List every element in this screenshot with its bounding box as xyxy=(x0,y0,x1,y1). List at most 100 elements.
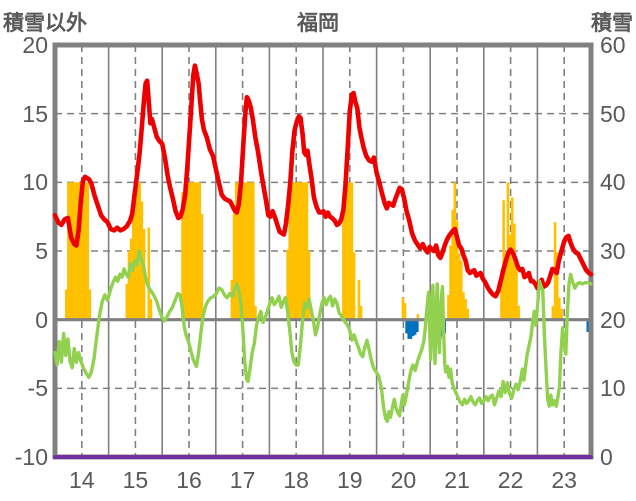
left-axis-tick: -10 xyxy=(14,444,48,470)
sunshine-bar xyxy=(560,308,563,320)
sunshine-bar xyxy=(294,182,298,320)
sunshine-bar xyxy=(451,209,455,320)
temperature-line xyxy=(52,63,594,299)
sunshine-bar xyxy=(241,182,244,320)
sunshine-bar xyxy=(510,197,514,320)
sunshine-bar xyxy=(181,191,184,320)
left-axis-tick: -5 xyxy=(27,375,48,402)
sunshine-bar xyxy=(301,182,304,320)
sunshine-bar xyxy=(79,182,83,320)
right-axis-tick: 50 xyxy=(600,100,626,127)
sunshine-bar xyxy=(245,182,249,320)
sunshine-bar xyxy=(71,182,74,320)
sunshine-bar xyxy=(449,245,452,320)
x-axis-tick: 21 xyxy=(444,467,470,493)
right-axis-tick: 20 xyxy=(600,306,626,333)
x-axis-tick: 15 xyxy=(122,467,149,493)
sunshine-bar xyxy=(508,234,512,320)
sunshine-bar xyxy=(185,182,189,320)
sunshine-bar xyxy=(84,182,87,320)
precip-bar xyxy=(407,319,411,339)
right-axis-title: 積雪 xyxy=(591,12,633,35)
sunshine-bar xyxy=(305,182,309,320)
sunshine-bar xyxy=(64,289,68,320)
x-axis-tick: 19 xyxy=(337,467,363,493)
sunshine-bar xyxy=(447,294,450,320)
sunshine-bar xyxy=(254,305,257,320)
sunshine-bar xyxy=(403,303,407,320)
sunshine-bar xyxy=(515,260,518,320)
x-axis-tick: 17 xyxy=(229,467,256,493)
precip-bar xyxy=(411,319,415,337)
sunshine-bar xyxy=(194,182,197,320)
sunshine-bar xyxy=(75,182,79,320)
sunshine-bar xyxy=(453,182,457,320)
left-axis-tick: 0 xyxy=(35,306,48,333)
sunshine-bar xyxy=(149,299,153,320)
sunshine-bar xyxy=(502,200,505,320)
sunshine-bar xyxy=(466,308,470,320)
sunshine-bar xyxy=(299,182,302,320)
sunshine-bar xyxy=(252,182,255,320)
sunshine-bar xyxy=(73,182,77,320)
sunshine-bar xyxy=(147,227,151,320)
precip-bar xyxy=(416,319,419,333)
left-axis-tick: 15 xyxy=(22,100,48,127)
sunshine-bar xyxy=(500,270,503,320)
sunshine-bar xyxy=(290,182,294,320)
sunshine-bar xyxy=(288,182,292,320)
sunshine-bar xyxy=(82,182,85,320)
chart-title: 福岡 xyxy=(297,12,339,35)
sunshine-bar xyxy=(307,251,311,320)
sunshine-bar xyxy=(303,182,307,320)
sunshine-bar xyxy=(125,283,129,320)
precip-bar xyxy=(409,319,413,339)
sunshine-bar xyxy=(230,279,234,320)
sunshine-bar xyxy=(234,182,238,320)
sunshine-bar xyxy=(504,252,508,320)
sunshine-bar xyxy=(455,220,459,320)
x-axis-tick: 20 xyxy=(390,467,417,493)
sunshine-bar xyxy=(513,223,516,320)
sunshine-bar xyxy=(200,213,204,320)
right-axis-tick: 60 xyxy=(600,32,626,58)
sunshine-bar xyxy=(551,305,555,320)
sunshine-bar xyxy=(249,182,253,320)
left-axis-title: 積雪以外 xyxy=(3,12,87,35)
sunshine-bar xyxy=(237,182,240,320)
sunshine-bar xyxy=(517,305,520,320)
sunshine-bar xyxy=(187,182,191,320)
sunshine-bar xyxy=(359,305,363,320)
x-axis-tick: 18 xyxy=(283,467,309,493)
sunshine-bar xyxy=(459,260,463,320)
sunshine-bar xyxy=(464,299,467,320)
sunshine-bar xyxy=(247,182,251,320)
sunshine-bar xyxy=(88,289,92,320)
precip-bar xyxy=(405,319,408,334)
precip-bar xyxy=(586,319,590,333)
sunshine-bar xyxy=(196,182,199,320)
sunshine-bar xyxy=(67,182,70,320)
sunshine-bar xyxy=(198,182,202,320)
x-axis-tick: 14 xyxy=(69,467,95,493)
sunshine-bar xyxy=(342,202,345,320)
sunshine-bar xyxy=(69,182,72,320)
sunshine-bar xyxy=(191,182,195,320)
sunshine-bar xyxy=(357,279,361,320)
sunshine-bar xyxy=(127,251,131,320)
right-axis-tick: 40 xyxy=(600,169,626,196)
precip-bar xyxy=(413,319,417,335)
sunshine-bar xyxy=(86,182,89,320)
sunshine-bar xyxy=(558,297,561,320)
sunshine-bar xyxy=(77,182,81,320)
sunshine-bar xyxy=(401,297,405,320)
sunshine-bar xyxy=(348,182,352,320)
sunshine-bar xyxy=(346,182,349,320)
right-axis-tick: 0 xyxy=(600,444,613,470)
left-axis-tick: 10 xyxy=(22,169,48,196)
right-axis-tick: 30 xyxy=(600,238,626,264)
x-axis-tick: 23 xyxy=(551,467,577,493)
sunshine-bar xyxy=(416,314,420,320)
